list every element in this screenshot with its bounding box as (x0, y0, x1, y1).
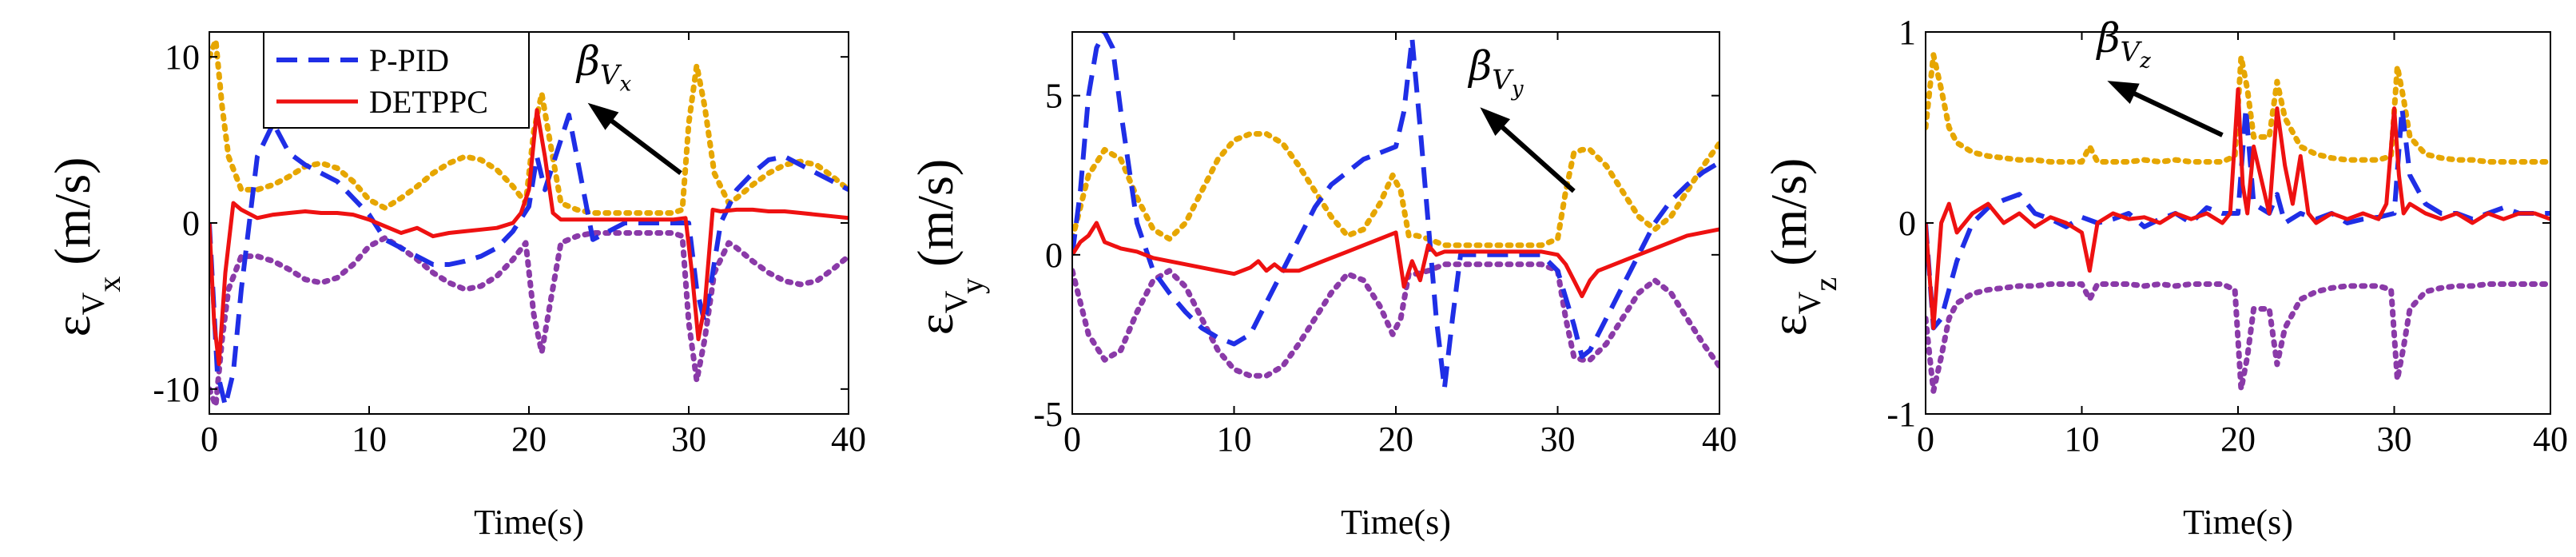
x-tick-label: 10 (352, 420, 387, 459)
y-axis-label-subsub: x (91, 277, 127, 292)
y-tick-label: -10 (153, 370, 200, 409)
series-detppc (209, 108, 849, 367)
annotation-beta: β (575, 38, 600, 85)
annotation-subsub: y (1511, 78, 1524, 101)
y-axis-label-subsub: z (1807, 277, 1843, 292)
x-axis-label: Time(s) (1341, 503, 1451, 542)
annotation-beta: β (2096, 15, 2121, 62)
y-tick-label: 0 (182, 204, 200, 243)
annotation-label: βVx (575, 38, 631, 97)
y-axis-label-sub: V (1791, 291, 1827, 314)
series-lower-bound (1926, 281, 2550, 394)
x-tick-label: 0 (1917, 420, 1934, 459)
x-tick-label: 0 (201, 420, 218, 459)
x-tick-label: 30 (2377, 420, 2412, 459)
x-tick-label: 10 (2065, 420, 2100, 459)
legend-label: DETPPC (369, 84, 488, 120)
legend-box (263, 31, 530, 129)
annotation-arrowhead (587, 102, 619, 130)
x-tick-label: 30 (1540, 420, 1576, 459)
series-p-pid (1072, 32, 1719, 392)
y-axis-label-sub: V (75, 292, 111, 316)
legend-label: P-PID (369, 42, 449, 78)
series-group (1926, 52, 2550, 394)
x-tick-label: 40 (831, 420, 866, 459)
series-detppc (1926, 87, 2550, 330)
y-axis-label-symbol: ε (907, 313, 964, 335)
x-tick-label: 20 (2220, 420, 2256, 459)
x-tick-label: 30 (671, 420, 706, 459)
annotation-sub: V (2121, 37, 2143, 69)
y-tick-label: -5 (1033, 395, 1063, 434)
y-axis-label-sub: V (938, 290, 974, 313)
series-upper-bound (1072, 131, 1719, 249)
x-axis-label: Time(s) (2183, 503, 2293, 542)
y-axis-label: εVx (m/s) (44, 157, 127, 337)
series-group (1072, 32, 1719, 392)
y-axis-label: εVz (m/s) (1760, 158, 1843, 336)
annotation-arrowhead (2107, 81, 2140, 104)
y-axis-label-subsub: y (954, 278, 990, 294)
y-tick-label: 0 (1898, 204, 1916, 243)
annotation-sub: V (600, 60, 622, 92)
annotation-sub: V (1492, 65, 1514, 97)
y-axis-label-unit: (m/s) (44, 157, 101, 265)
y-axis-label-symbol: ε (1760, 314, 1817, 336)
y-tick-label: 0 (1045, 236, 1063, 275)
annotation-label: βVy (1467, 43, 1523, 101)
legend: P-PID DETPPC (263, 31, 530, 129)
x-tick-label: 0 (1063, 420, 1081, 459)
y-tick-label: -1 (1886, 395, 1916, 434)
series-upper-bound (1926, 52, 2550, 165)
series-lower-bound (209, 230, 849, 409)
annotation-subsub: x (619, 73, 631, 97)
x-tick-label: 40 (1702, 420, 1737, 459)
y-tick-label: 10 (165, 38, 200, 77)
series-group (209, 37, 849, 409)
x-tick-label: 40 (2533, 420, 2568, 459)
y-axis-label-unit: (m/s) (1760, 158, 1817, 266)
y-axis-label-unit: (m/s) (907, 159, 964, 267)
annotation-label: βVz (2096, 15, 2151, 74)
y-tick-label: 1 (1898, 13, 1916, 52)
x-tick-label: 10 (1217, 420, 1252, 459)
chart-1: 0 10 20 30 40-10010Time(s)εVx(m/s)βVxP-PIDDE… (44, 31, 866, 542)
series-detppc (1072, 221, 1719, 299)
annotation-arrowhead (1480, 107, 1511, 137)
x-axis-label: Time(s) (474, 503, 584, 542)
x-tick-label: 20 (511, 420, 547, 459)
y-axis-label-symbol: ε (44, 316, 101, 337)
x-tick-label: 20 (1378, 420, 1413, 459)
y-axis-label: εVy (m/s) (907, 159, 990, 335)
y-tick-label: 5 (1045, 77, 1063, 116)
annotation-subsub: z (2139, 50, 2151, 74)
annotation-beta: β (1467, 43, 1492, 90)
